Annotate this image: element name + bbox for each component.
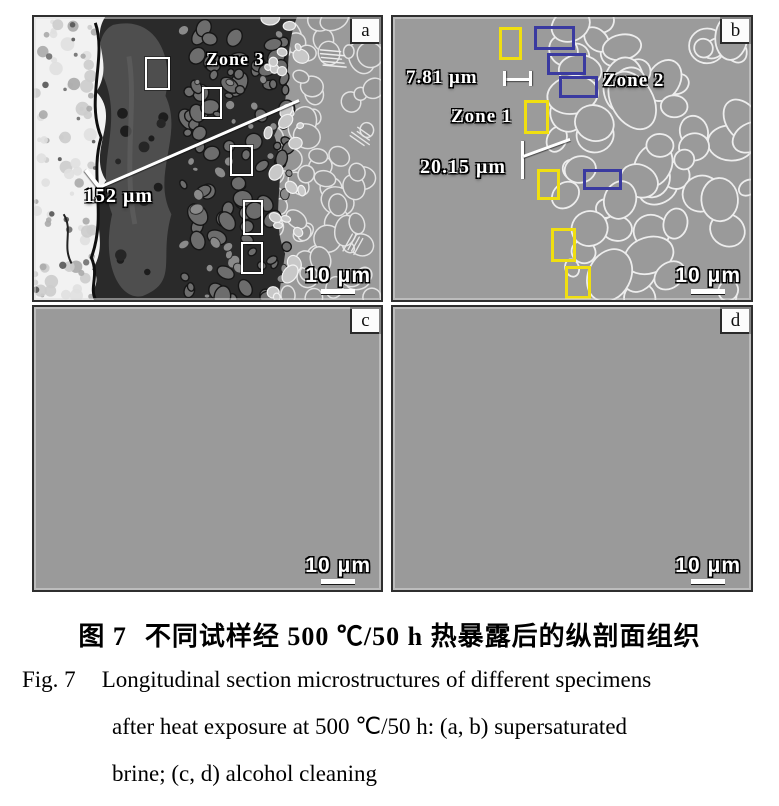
panel-b-letter: b [730,19,741,41]
measurement-781-label: 7.81 μm [406,67,478,88]
caption-english-line1: Fig. 7 Longitudinal section microstructur… [22,667,651,693]
measurement-2015-label: 20.15 μm [420,156,506,178]
measurement-line-152 [98,99,300,189]
micrograph-panel-a: Zone 3 152 μm a 10 μm [32,15,383,302]
annotation-box-white [243,200,263,235]
zone2-label: Zone 2 [603,70,665,91]
annotation-box-yellow [499,27,522,60]
caption-chinese: 图 7 不同试样经 500 ℃/50 h 热暴露后的纵剖面组织 [0,616,779,653]
scale-bar-label: 10 μm [675,554,741,577]
panel-a-letter: a [361,19,370,41]
panel-c-corner-label: c [350,307,381,334]
caption-english-line2: after heat exposure at 500 ℃/50 h: (a, b… [112,714,628,739]
panel-d-annotations: d 10 μm [393,307,751,590]
scale-bar-line [321,579,356,584]
scale-bar-label: 10 μm [305,264,371,287]
caption-en-figure-number: Fig. 7 [22,667,76,692]
zone1-label: Zone 1 [451,106,513,127]
panel-b-corner-label: b [720,17,751,44]
panel-d-corner-label: d [720,307,751,334]
panel-a-corner-label: a [350,17,381,44]
panel-d-letter: d [730,309,741,331]
annotation-box-blue [559,76,598,98]
measurement-bracket-tick [503,71,506,86]
annotation-box-blue [583,169,622,190]
scale-bar-line [321,289,356,294]
scale-bar-line [691,289,726,294]
micrograph-panel-d: d 10 μm [391,305,753,592]
measurement-152-label: 152 μm [84,185,153,207]
annotation-box-blue [547,53,586,75]
scale-bar-label: 10 μm [305,554,371,577]
annotation-box-yellow [551,228,576,262]
micrograph-panel-b: 7.81 μm Zone 2 Zone 1 20.15 μm b 10 μm [391,15,753,302]
annotation-box-white [241,242,263,274]
panel-d-scalebar: 10 μm [675,554,741,584]
annotation-box-white [202,87,222,119]
annotation-box-yellow [537,169,560,200]
zone3-label: Zone 3 [206,49,265,69]
caption-en-text1: Longitudinal section microstructures of … [101,667,652,692]
caption-zh-text: 不同试样经 500 ℃/50 h 热暴露后的纵剖面组织 [144,622,701,651]
scale-bar-label: 10 μm [675,264,741,287]
measurement-bracket-781 [504,78,531,81]
measurement-bracket-tick [529,71,532,86]
scale-bar-line [691,579,726,584]
panel-b-scalebar: 10 μm [675,264,741,294]
micrograph-panel-c: c 10 μm [32,305,383,592]
annotation-box-blue [534,26,575,50]
measurement-line-2015-diag [522,137,571,158]
measurement-line-2015 [521,141,524,179]
annotation-box-yellow [524,100,549,134]
panel-c-letter: c [361,309,370,331]
micrograph-texture-b [393,17,751,300]
caption-english-line3: brine; (c, d) alcohol cleaning [112,761,378,786]
panel-b-annotations: 7.81 μm Zone 2 Zone 1 20.15 μm b 10 μm [393,17,751,300]
panel-a-scalebar: 10 μm [305,264,371,294]
micrograph-texture-a [34,17,381,300]
annotation-box-yellow [565,266,591,299]
annotation-box-white [145,57,170,90]
panel-c-scalebar: 10 μm [305,554,371,584]
caption-zh-figure-number: 图 7 [78,622,127,651]
panel-c-annotations: c 10 μm [34,307,381,590]
annotation-box-white [230,145,253,176]
panel-a-annotations: Zone 3 152 μm a 10 μm [34,17,381,300]
